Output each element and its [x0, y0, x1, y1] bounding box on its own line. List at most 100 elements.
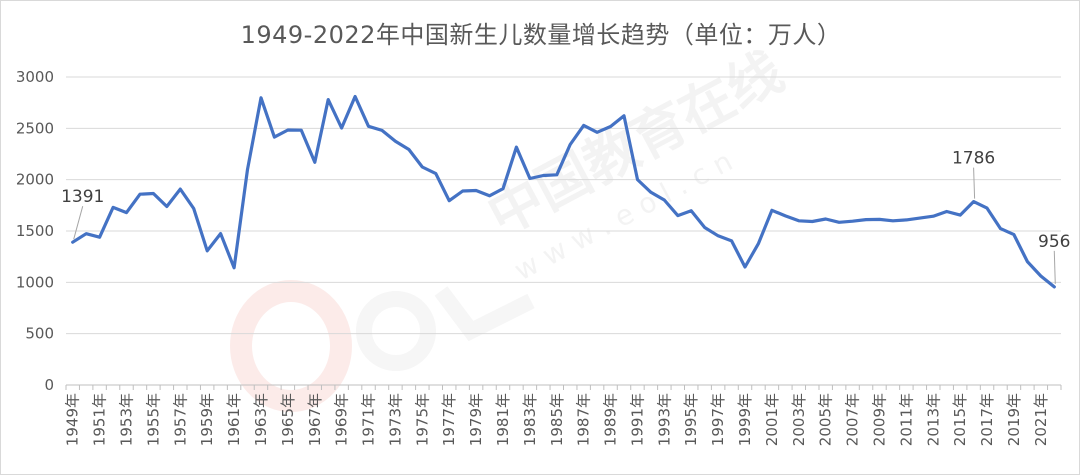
data-point [958, 213, 962, 217]
data-point [864, 218, 868, 221]
data-label: 956 [1038, 232, 1070, 252]
x-tick-label: 1951年 [91, 393, 109, 446]
data-point [421, 165, 424, 169]
data-point [595, 131, 599, 134]
data-point [326, 98, 330, 101]
data-point [259, 96, 263, 100]
data-point [972, 200, 975, 203]
data-point [1039, 274, 1043, 278]
data-point [690, 209, 693, 212]
data-point [313, 161, 316, 164]
data-point [703, 226, 706, 229]
data-point [730, 239, 733, 243]
data-point [300, 128, 303, 132]
data-point [582, 124, 585, 127]
x-tick-label: 1989年 [602, 393, 620, 446]
x-tick-label: 1965年 [279, 393, 297, 446]
x-tick-label: 2001年 [763, 393, 781, 446]
y-tick-label: 3000 [16, 68, 54, 86]
x-tick-label: 1995年 [682, 393, 700, 446]
x-tick-label: 2019年 [1005, 393, 1023, 446]
data-point [878, 218, 881, 221]
series-path [71, 94, 1056, 289]
x-tick-label: 2007年 [844, 393, 862, 446]
data-point [528, 177, 532, 180]
data-point [905, 218, 908, 222]
data-point [273, 135, 276, 139]
data-point [1026, 260, 1029, 263]
data-point [353, 95, 357, 98]
y-tick-label: 2500 [16, 119, 54, 137]
x-tick-label: 1969年 [333, 393, 351, 446]
x-tick-label: 2005年 [817, 393, 835, 446]
x-tick-label: 1983年 [521, 393, 539, 446]
data-label: 1786 [952, 149, 995, 169]
data-point [770, 209, 774, 212]
series-line [71, 94, 1056, 289]
y-tick-label: 2000 [16, 171, 54, 189]
data-point [165, 205, 169, 208]
data-point [448, 199, 451, 202]
y-tick-label: 1500 [16, 222, 54, 240]
x-tick-label: 2021年 [1032, 393, 1050, 446]
x-tick-label: 1953年 [118, 393, 136, 446]
data-point [649, 191, 653, 194]
x-tick-label: 1979年 [467, 393, 485, 446]
data-point [219, 232, 222, 235]
data-label: 1391 [61, 187, 104, 207]
data-point [394, 140, 397, 143]
data-point [542, 174, 545, 177]
data-point [246, 168, 249, 171]
x-tick-label: 1959年 [198, 393, 216, 446]
watermark: 中国教育在线 w w w . e o l . c n [230, 40, 793, 412]
data-point [918, 216, 922, 220]
x-tick-label: 1975年 [413, 393, 431, 446]
gridlines [66, 76, 1061, 386]
x-tick-label: 1985年 [548, 393, 566, 446]
data-point [474, 189, 478, 192]
data-point [797, 219, 801, 223]
watermark-logo-circle [356, 291, 436, 371]
data-point [179, 187, 182, 191]
data-point [111, 206, 115, 209]
data-point [837, 221, 841, 224]
x-tick-label: 1961年 [225, 393, 243, 446]
data-point [138, 193, 142, 196]
data-point [824, 217, 827, 221]
watermark-logo-ring [230, 280, 352, 412]
data-point [98, 235, 101, 239]
x-tick-label: 2009年 [870, 393, 888, 446]
data-point [71, 240, 74, 244]
x-tick-label: 1997年 [709, 393, 727, 446]
data-point [985, 206, 989, 210]
data-point [622, 114, 626, 118]
data-point [555, 173, 558, 177]
data-point [380, 129, 384, 132]
data-point [784, 214, 787, 218]
x-tick-label: 1991年 [628, 393, 646, 446]
data-point [851, 220, 854, 223]
data-label-leader [1053, 250, 1056, 284]
data-point [1053, 285, 1056, 289]
data-point [999, 227, 1002, 230]
data-point [501, 187, 505, 190]
x-tick-label: 2013年 [924, 393, 942, 446]
x-tick-label: 1963年 [252, 393, 270, 446]
data-point [716, 234, 720, 238]
data-point [152, 192, 155, 195]
x-tick-label: 1977年 [440, 393, 458, 446]
data-point [407, 148, 411, 151]
data-point [676, 214, 679, 217]
x-tick-label: 2017年 [978, 393, 996, 446]
y-tick-label: 0 [44, 376, 54, 394]
x-tick-label: 1955年 [144, 393, 162, 446]
data-point [434, 172, 437, 175]
data-point [205, 249, 209, 253]
data-point [461, 189, 464, 193]
data-point [757, 242, 760, 245]
x-tick-label: 1957年 [171, 393, 189, 446]
data-point [232, 266, 236, 269]
y-tick-label: 500 [25, 325, 54, 343]
data-point [340, 126, 343, 130]
